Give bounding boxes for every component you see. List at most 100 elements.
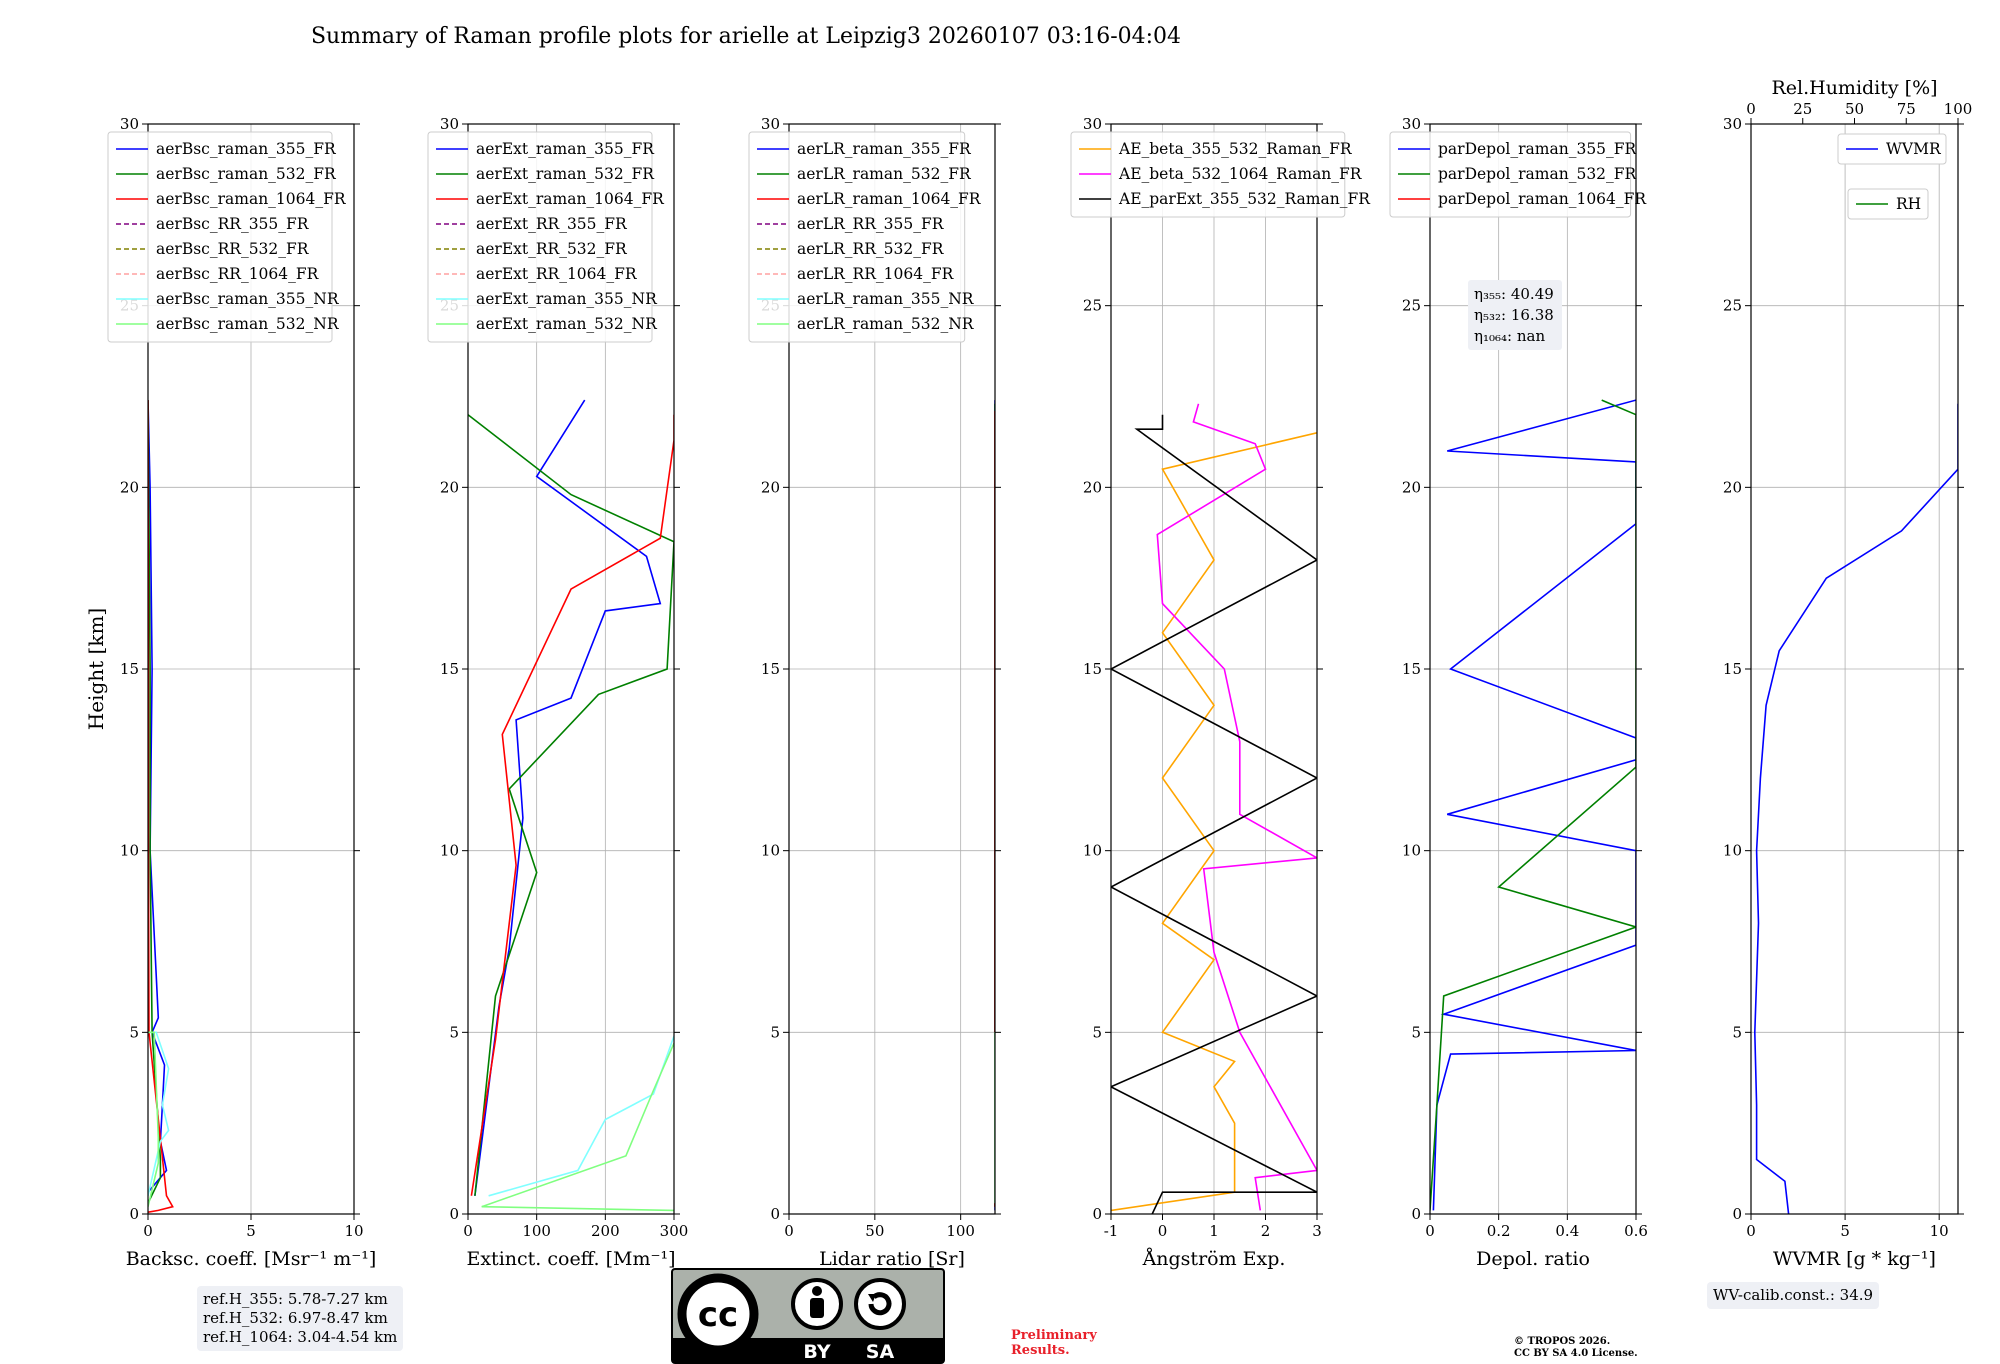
panels-layer: 0510051015202530Backsc. coeff. [Msr⁻¹ m⁻… <box>84 77 2000 1270</box>
x-axis-label: WVMR [g * kg⁻¹] <box>1773 1248 1936 1270</box>
legend-entry-label: aerBsc_raman_355_FR <box>156 140 337 158</box>
y-tick-label: 30 <box>440 115 459 133</box>
y-tick-label: 15 <box>1723 660 1742 678</box>
legend-entry-label: AE_beta_532_1064_Raman_FR <box>1118 165 1363 183</box>
y-tick-label: 0 <box>1092 1205 1102 1223</box>
depol-eta-box: η₃₅₅: 40.49 η₅₃₂: 16.38 η₁₀₆₄: nan <box>1468 280 1562 350</box>
legend-entry-label: AE_parExt_355_532_Raman_FR <box>1118 190 1371 208</box>
legend-box <box>1070 131 1346 218</box>
x-axis-label: Extinct. coeff. [Mm⁻¹] <box>466 1248 675 1270</box>
series-line-aerBsc_raman_355_NR <box>148 1031 170 1196</box>
legend-entry-label: aerLR_RR_1064_FR <box>797 265 955 283</box>
y-tick-label: 15 <box>1402 660 1421 678</box>
legend-entry-label: aerExt_raman_355_FR <box>476 140 655 158</box>
x-tick-label: 0.2 <box>1487 1222 1511 1240</box>
eta-box-bg <box>1468 280 1562 350</box>
y-tick-label: 25 <box>1402 297 1421 315</box>
copyright-note: © TROPOS 2026. CC BY SA 4.0 License. <box>1514 1336 1638 1360</box>
series-line-RH <box>1977 883 2000 1195</box>
legend-entry-label: aerBsc_raman_532_NR <box>156 315 340 333</box>
x-tick-label: 50 <box>865 1222 884 1240</box>
preliminary-line-2: Results. <box>1011 1343 1070 1358</box>
legend-entry-label: aerLR_raman_355_NR <box>797 290 975 308</box>
panel-3: 050100051015202530Lidar ratio [Sr]aerLR_… <box>748 115 1001 1270</box>
series-line-aerBsc_raman_1064_FR <box>148 400 174 1213</box>
y-tick-label: 10 <box>761 842 780 860</box>
legend: parDepol_raman_355_FR parDepol_raman_532_… <box>1389 131 1647 218</box>
y-tick-label: 20 <box>440 478 459 496</box>
legend-entry-label: aerLR_raman_532_FR <box>797 165 972 183</box>
legend: AE_beta_355_532_Raman_FR AE_beta_532_1064… <box>1070 131 1371 218</box>
y-tick-label: 15 <box>440 660 459 678</box>
x-tick-label: 2 <box>1261 1222 1271 1240</box>
sa-share-alike-icon <box>854 1278 906 1330</box>
y-tick-label: 10 <box>120 842 139 860</box>
series-line-aerExt_raman_1064_FR <box>470 414 674 1196</box>
eta-value-line: η₅₃₂: 16.38 <box>1474 306 1554 324</box>
legend-box <box>107 131 333 343</box>
cc-badge-sa-label: SA <box>866 1341 895 1363</box>
x-tick-label: 0.6 <box>1624 1222 1648 1240</box>
y-tick-label: 20 <box>1402 478 1421 496</box>
x-axis-label: Depol. ratio <box>1476 1248 1590 1270</box>
ref-height-532: ref.H_532: 6.97-8.47 km <box>203 1309 388 1327</box>
series-layer <box>468 399 674 1212</box>
series-line-aerExt_raman_532_FR <box>468 414 674 1196</box>
y-tick-label: 0 <box>129 1205 139 1223</box>
top-x-tick-label: 25 <box>1793 100 1812 118</box>
top-x-tick-label: 50 <box>1845 100 1864 118</box>
legend-entry-label: parDepol_raman_355_FR <box>1438 140 1638 158</box>
x-tick-label: 1 <box>1209 1222 1219 1240</box>
y-tick-label: 10 <box>440 842 459 860</box>
y-tick-label: 20 <box>1083 478 1102 496</box>
series-layer <box>1430 399 1636 1211</box>
y-tick-label: 30 <box>1083 115 1102 133</box>
cc-logo-icon <box>677 1273 759 1355</box>
copyright-line-2: CC BY SA 4.0 License. <box>1514 1348 1638 1359</box>
legend-entry-label: aerLR_raman_355_FR <box>797 140 972 158</box>
ref-height-1064: ref.H_1064: 3.04-4.54 km <box>203 1328 398 1346</box>
legend-entry-label: aerBsc_raman_532_FR <box>156 165 337 183</box>
cc-by-sa-badge: cc BY SA <box>671 1268 945 1364</box>
x-tick-label: 100 <box>946 1222 975 1240</box>
series-line-AE_beta_532_1064_Raman_FR <box>1156 403 1317 1211</box>
ref-height-box: ref.H_355: 5.78-7.27 km ref.H_532: 6.97-… <box>197 1286 404 1351</box>
x-tick-label: 0 <box>143 1222 153 1240</box>
x-tick-label: 3 <box>1312 1222 1322 1240</box>
y-tick-label: 30 <box>120 115 139 133</box>
top-x-axis-label: Rel.Humidity [%] <box>1771 77 1937 99</box>
legend-entry-label: aerBsc_RR_532_FR <box>156 240 310 258</box>
y-tick-label: 5 <box>449 1023 459 1041</box>
y-tick-label: 15 <box>1083 660 1102 678</box>
series-line-parDepol_raman_532_FR <box>1430 399 1636 1211</box>
x-tick-label: 0 <box>463 1222 473 1240</box>
x-axis-label: Backsc. coeff. [Msr⁻¹ m⁻¹] <box>126 1248 377 1270</box>
legend-entry-label: aerExt_raman_532_FR <box>476 165 655 183</box>
legend-entry-label: aerLR_RR_355_FR <box>797 215 945 233</box>
series-line-parDepol_raman_355_FR <box>1432 399 1636 1211</box>
x-axis-label: Lidar ratio [Sr] <box>819 1248 965 1270</box>
x-tick-label: 100 <box>522 1222 551 1240</box>
cc-badge-by-label: BY <box>803 1341 830 1363</box>
top-x-tick-label: 75 <box>1897 100 1916 118</box>
legend-entry-label: AE_beta_355_532_Raman_FR <box>1118 140 1353 158</box>
y-axis-label: Height [km] <box>84 608 108 730</box>
preliminary-line-1: Preliminary <box>1011 1328 1097 1343</box>
legend-box <box>427 131 653 343</box>
y-tick-label: 30 <box>761 115 780 133</box>
top-x-tick-label: 100 <box>1944 100 1973 118</box>
y-tick-label: 30 <box>1402 115 1421 133</box>
legend-entry-label: aerBsc_raman_1064_FR <box>156 190 347 208</box>
y-tick-label: 0 <box>1732 1205 1742 1223</box>
y-tick-label: 25 <box>1723 297 1742 315</box>
legend-entry-label: aerLR_RR_532_FR <box>797 240 945 258</box>
x-tick-label: 0 <box>1746 1222 1756 1240</box>
eta-value-line: η₃₅₅: 40.49 <box>1474 285 1554 303</box>
series-line-AE_beta_355_532_Raman_FR <box>1111 432 1317 1212</box>
x-tick-label: 10 <box>344 1222 363 1240</box>
panel-1: 0510051015202530Backsc. coeff. [Msr⁻¹ m⁻… <box>107 115 377 1270</box>
x-tick-label: 200 <box>591 1222 620 1240</box>
legend: aerLR_raman_355_FR aerLR_raman_532_FR aerL… <box>748 131 982 343</box>
